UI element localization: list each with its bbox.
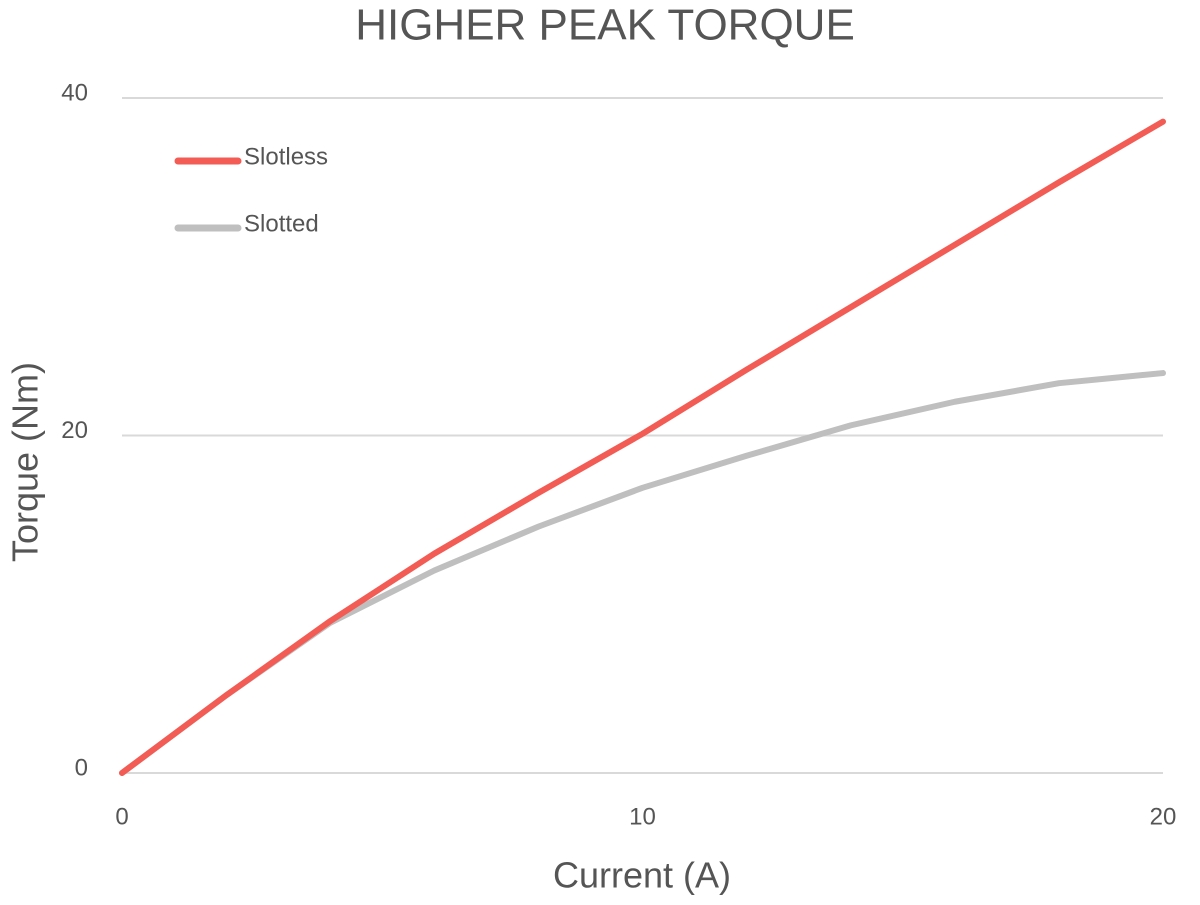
- x-tick-label: 10: [629, 803, 656, 830]
- y-tick-label: 20: [61, 417, 88, 444]
- x-tick-label: 20: [1150, 803, 1177, 830]
- x-tick-label: 0: [115, 803, 128, 830]
- x-axis-label: Current (A): [553, 855, 731, 896]
- legend-label: Slotted: [244, 210, 319, 237]
- series-line: [119, 118, 1166, 776]
- y-axis-label: Torque (Nm): [5, 362, 46, 562]
- y-tick-label: 40: [61, 79, 88, 106]
- chart-title: HIGHER PEAK TORQUE: [355, 1, 855, 50]
- y-tick-label: 0: [75, 754, 88, 781]
- legend-label: Slotless: [244, 143, 328, 170]
